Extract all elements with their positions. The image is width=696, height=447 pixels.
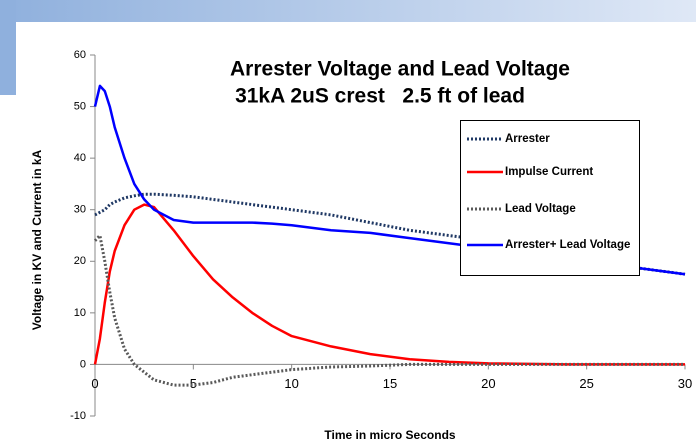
legend-label: Arrester xyxy=(505,133,550,145)
legend-label: Impulse Current xyxy=(505,166,594,178)
y-tick-label: 0 xyxy=(80,358,86,370)
x-axis-label: Time in micro Seconds xyxy=(324,428,455,442)
y-tick-label: 20 xyxy=(74,255,86,267)
legend-item: Arrester+ Lead Voltage xyxy=(465,239,633,251)
chart-title: Arrester Voltage and Lead Voltage xyxy=(230,58,570,81)
legend-label: Lead Voltage xyxy=(505,203,576,215)
series-line xyxy=(94,192,686,276)
legend-swatch xyxy=(467,243,503,247)
x-tick-label: 30 xyxy=(678,376,692,391)
x-tick-label: 25 xyxy=(579,376,593,391)
y-axis-label: Voltage in KV and Current in kA xyxy=(30,149,44,330)
legend-item: Impulse Current xyxy=(465,166,633,178)
legend-swatch xyxy=(467,137,503,141)
chart-subtitle: 31kA 2uS crest 2.5 ft of lead xyxy=(235,85,525,108)
y-tick-label: 10 xyxy=(74,307,86,319)
legend-item: Arrester xyxy=(465,133,633,145)
side-band xyxy=(0,0,16,95)
x-tick-label: 5 xyxy=(190,376,197,391)
legend-swatch xyxy=(467,207,503,211)
y-tick-label: -10 xyxy=(70,410,86,422)
x-tick-label: 10 xyxy=(284,376,298,391)
y-tick-label: 30 xyxy=(74,204,86,216)
y-tick-label: 50 xyxy=(74,100,86,112)
legend-item: Lead Voltage xyxy=(465,203,633,215)
series-line xyxy=(93,234,685,387)
legend-label: Arrester+ Lead Voltage xyxy=(505,239,631,251)
x-tick-label: 15 xyxy=(383,376,397,391)
header-band xyxy=(0,0,696,22)
y-tick-label: 40 xyxy=(74,152,86,164)
legend: Arrester Impulse Current Lead Voltage Arres… xyxy=(460,120,640,276)
y-tick-label: 60 xyxy=(74,49,86,61)
x-tick-label: 0 xyxy=(91,376,98,391)
legend-swatch xyxy=(467,170,503,174)
x-tick-label: 20 xyxy=(481,376,495,391)
